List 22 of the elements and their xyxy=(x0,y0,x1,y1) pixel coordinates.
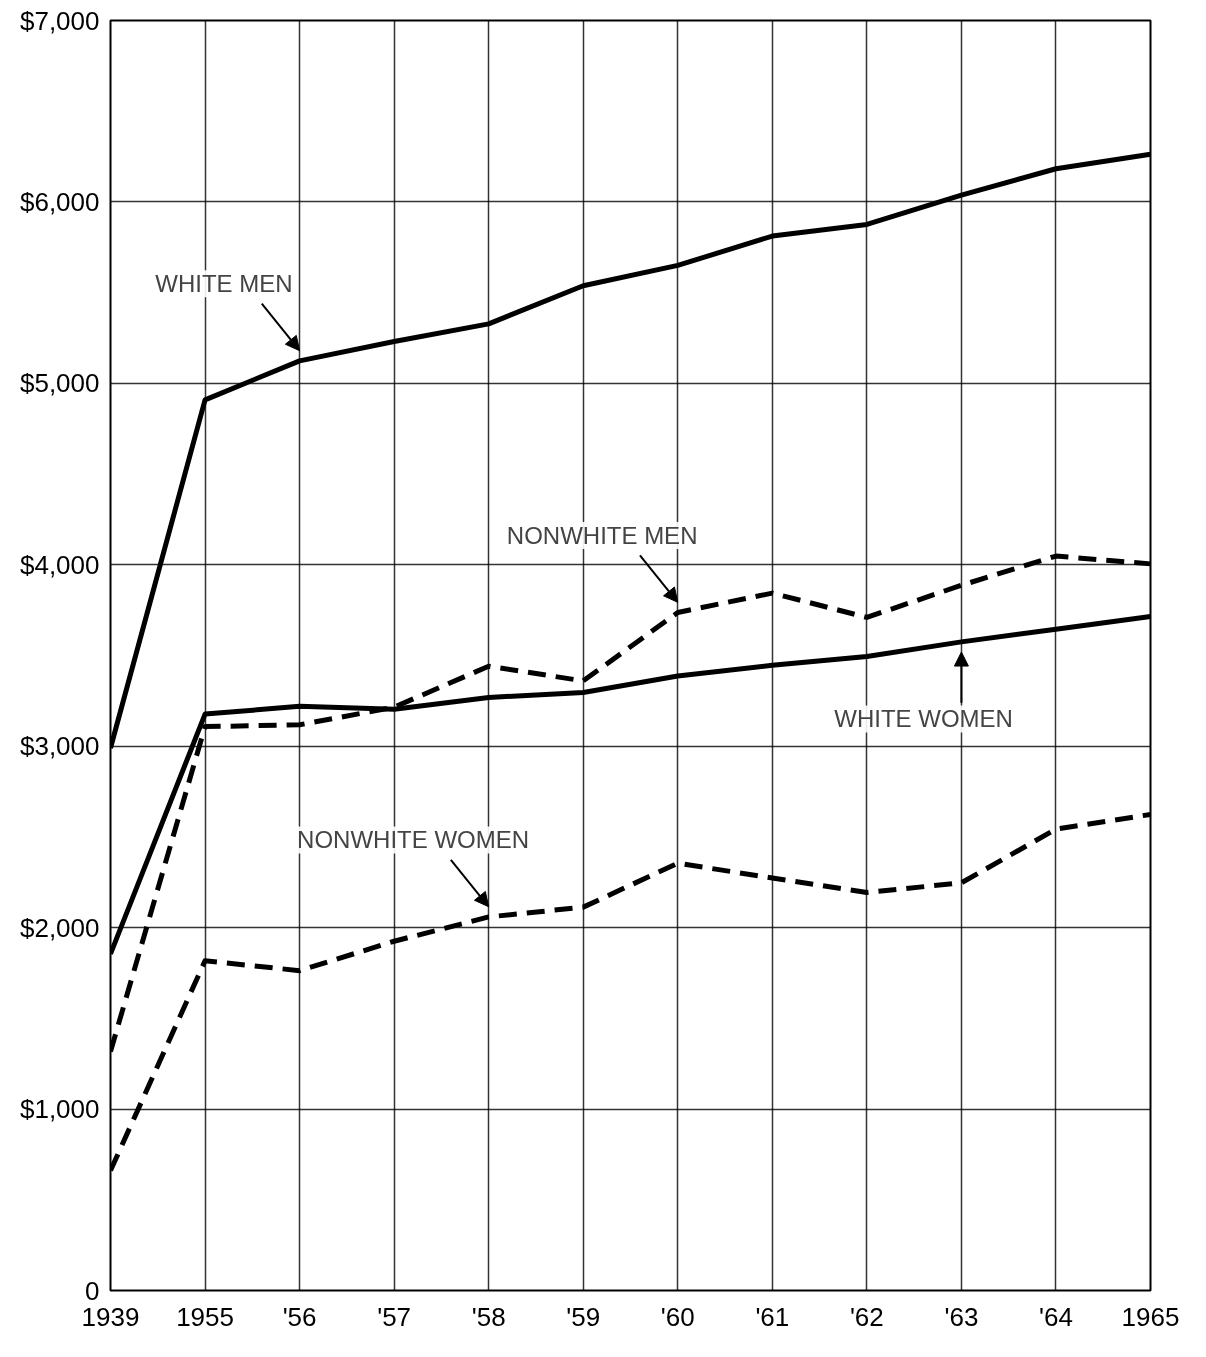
x-tick-label: '59 xyxy=(566,1301,601,1332)
y-tick-label: $7,000 xyxy=(19,5,100,36)
annotation: NONWHITE MEN xyxy=(506,522,698,549)
x-tick-label: '61 xyxy=(755,1301,790,1332)
y-tick-label: $5,000 xyxy=(19,368,100,399)
y-tick-label: $4,000 xyxy=(19,549,100,580)
x-tick-label: '58 xyxy=(471,1301,506,1332)
annotation: WHITE WOMEN xyxy=(834,705,1013,733)
y-tick-label: $3,000 xyxy=(19,731,100,762)
x-tick-label: '63 xyxy=(944,1301,979,1332)
x-tick-label: '57 xyxy=(377,1301,412,1332)
x-tick-label: 1965 xyxy=(1121,1301,1180,1332)
annotation: WHITE MEN xyxy=(155,270,293,298)
y-tick-label: $1,000 xyxy=(19,1094,100,1125)
y-tick-label: $2,000 xyxy=(19,912,100,943)
x-tick-label: '60 xyxy=(660,1301,695,1332)
x-tick-label: '62 xyxy=(849,1301,884,1332)
x-tick-label: '64 xyxy=(1039,1301,1073,1332)
y-tick-label: $6,000 xyxy=(19,186,100,217)
x-tick-label: '56 xyxy=(282,1301,317,1332)
x-tick-label: 1955 xyxy=(176,1301,234,1332)
annotation: NONWHITE WOMEN xyxy=(297,826,530,854)
